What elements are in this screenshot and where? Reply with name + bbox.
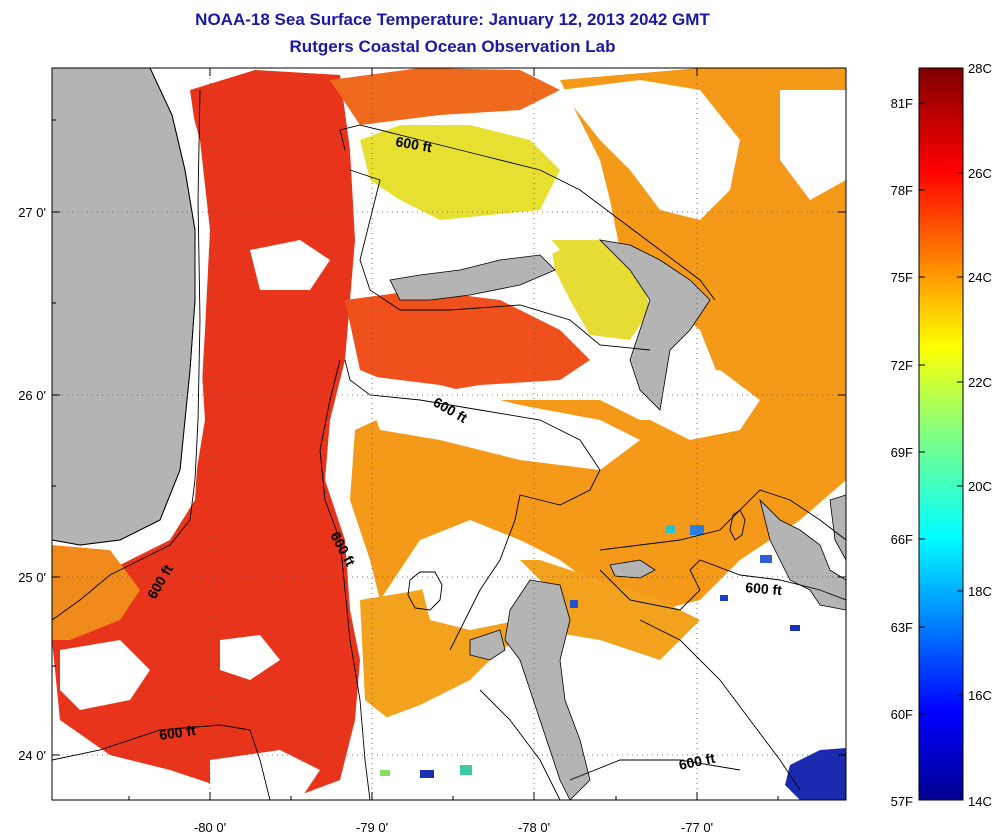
cool-water-little-bahama [360, 125, 560, 220]
grand-bahama-land [389, 254, 556, 301]
warm-band-north [345, 290, 590, 395]
isobath-label: 600 ft [394, 133, 433, 155]
lon-tick-label: -79 0' [356, 820, 388, 835]
warm-patch-north [330, 68, 560, 125]
fahrenheit-label: 66F [891, 532, 913, 547]
orange-water-east [350, 68, 846, 610]
cold-water-spots [380, 525, 846, 800]
celsius-label: 24C [968, 270, 992, 285]
celsius-label: 26C [968, 166, 992, 181]
celsius-label: 22C [968, 375, 992, 390]
land-masses [52, 68, 846, 800]
lat-tick-label: 25 0' [18, 570, 46, 585]
celsius-label: 20C [968, 479, 992, 494]
inagua-small-land [829, 494, 846, 561]
map-subtitle: Rutgers Coastal Ocean Observation Lab [289, 37, 616, 56]
celsius-label: 18C [968, 584, 992, 599]
celsius-label: 14C [968, 794, 992, 809]
andros-land [504, 579, 591, 800]
colorbar-gradient [918, 67, 964, 801]
isobath-label: 600 ft [677, 750, 716, 773]
fahrenheit-label: 75F [891, 270, 913, 285]
fahrenheit-label: 78F [891, 183, 913, 198]
fahrenheit-label: 69F [891, 445, 913, 460]
lat-tick-label: 27 0' [18, 205, 46, 220]
isobath-label: 600 ft [158, 722, 197, 743]
lon-tick-label: -77 0' [681, 820, 713, 835]
map-frame [51, 67, 847, 801]
lat-tick-label: 26 0' [18, 388, 46, 403]
celsius-label: 16C [968, 688, 992, 703]
orange-water-west [52, 545, 140, 640]
isobath-label: 600 ft [745, 579, 783, 598]
lat-tick-label: 24 0' [18, 748, 46, 763]
map-title: NOAA-18 Sea Surface Temperature: January… [195, 10, 710, 29]
axis-ticks [52, 68, 846, 800]
fahrenheit-label: 63F [891, 620, 913, 635]
fahrenheit-label: 81F [891, 96, 913, 111]
celsius-label: 28C [968, 61, 992, 76]
lon-tick-label: -78 0' [518, 820, 550, 835]
sst-map-area [52, 68, 846, 800]
lon-tick-label: -80 0' [194, 820, 226, 835]
new-providence-land [609, 559, 656, 579]
fahrenheit-label: 60F [891, 707, 913, 722]
temperature-colorbar: 28C 26C 24C 22C 20C 18C 16C 14C 81F 78F … [891, 61, 992, 809]
graticule [52, 68, 846, 800]
fahrenheit-label: 57F [891, 794, 913, 809]
isobath-contours [52, 89, 846, 800]
eleuthera-land [759, 498, 846, 611]
fahrenheit-label: 72F [891, 358, 913, 373]
florida-land [52, 68, 196, 546]
andros-land-west [469, 629, 506, 661]
abaco-land [598, 239, 711, 411]
axis-labels: -80 0' -79 0' -78 0' -77 0' 27 0' 26 0' … [18, 205, 713, 835]
